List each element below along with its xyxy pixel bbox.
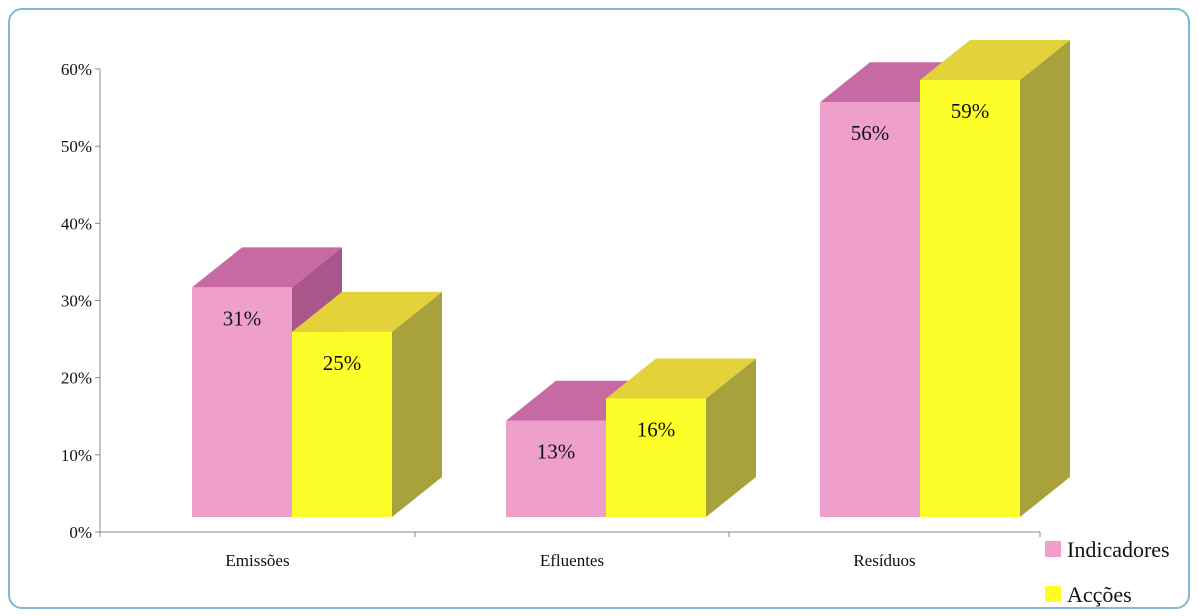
- bar: [292, 331, 392, 517]
- legend-label: Acções: [1067, 582, 1132, 607]
- y-tick-label: 10%: [61, 446, 92, 465]
- data-label: 16%: [637, 417, 676, 441]
- legend-swatch: [1045, 541, 1061, 557]
- bar: [192, 287, 292, 517]
- bar-side: [1020, 40, 1070, 517]
- legend-swatch: [1045, 586, 1061, 602]
- legend: Indicadores Acções: [1045, 537, 1170, 607]
- value-labels: 31% 25% 13% 16% 56% 59%: [223, 99, 990, 464]
- bar-top: [192, 247, 342, 288]
- category-label: Resíduos: [853, 551, 915, 570]
- bars: [192, 40, 1070, 518]
- y-tick-label: 30%: [61, 292, 92, 311]
- bar-top: [606, 358, 756, 399]
- data-label: 56%: [851, 121, 890, 145]
- data-label: 25%: [323, 351, 362, 375]
- y-tick-label: 50%: [61, 137, 92, 156]
- bar: [820, 102, 920, 517]
- bar: [606, 398, 706, 517]
- bar: [506, 420, 606, 517]
- y-tick-label: 0%: [69, 523, 92, 542]
- data-label: 59%: [951, 99, 990, 123]
- bar-side: [706, 358, 756, 517]
- bar-top: [292, 291, 442, 332]
- y-tick-label: 40%: [61, 214, 92, 233]
- y-tick-label: 60%: [61, 60, 92, 79]
- data-label: 13%: [537, 440, 576, 464]
- bar: [920, 80, 1020, 517]
- category-label: Emissões: [225, 551, 289, 570]
- legend-label: Indicadores: [1067, 537, 1170, 562]
- axes: 0% 10% 20% 30% 40% 50% 60% Emissões Efluentes Res…: [61, 60, 1041, 570]
- category-label: Efluentes: [540, 551, 604, 570]
- data-label: 31%: [223, 306, 262, 330]
- bar-side: [392, 291, 442, 517]
- y-tick-label: 20%: [61, 369, 92, 388]
- bar-top: [920, 40, 1070, 80]
